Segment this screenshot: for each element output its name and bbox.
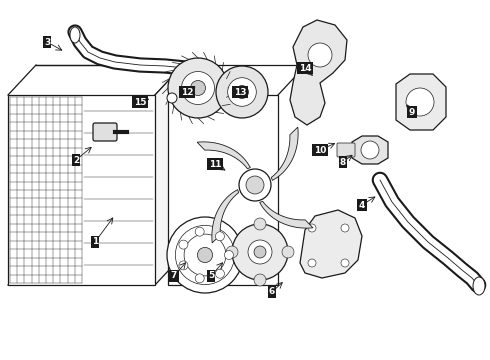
- Circle shape: [341, 259, 349, 267]
- Bar: [168, 95, 278, 285]
- Text: 5: 5: [208, 271, 214, 280]
- Circle shape: [248, 240, 272, 264]
- Polygon shape: [271, 127, 298, 180]
- Circle shape: [184, 234, 226, 276]
- Polygon shape: [212, 190, 239, 243]
- Circle shape: [246, 176, 264, 194]
- Circle shape: [181, 72, 215, 104]
- Circle shape: [167, 93, 177, 103]
- Bar: [8, 95, 155, 285]
- FancyBboxPatch shape: [93, 123, 117, 141]
- Circle shape: [308, 224, 316, 232]
- Text: 12: 12: [181, 87, 193, 96]
- Circle shape: [191, 81, 205, 95]
- Circle shape: [236, 86, 248, 99]
- Circle shape: [216, 269, 224, 278]
- Circle shape: [308, 259, 316, 267]
- Polygon shape: [260, 201, 313, 228]
- Polygon shape: [197, 142, 250, 169]
- Circle shape: [341, 224, 349, 232]
- Circle shape: [175, 225, 235, 285]
- Text: 3: 3: [44, 37, 50, 46]
- Text: 4: 4: [359, 201, 365, 210]
- Text: 7: 7: [171, 271, 177, 280]
- Polygon shape: [300, 210, 362, 278]
- Text: 11: 11: [209, 159, 221, 168]
- Circle shape: [216, 66, 268, 118]
- Circle shape: [282, 246, 294, 258]
- Text: 6: 6: [269, 288, 275, 297]
- Circle shape: [216, 232, 224, 241]
- Text: 8: 8: [340, 158, 346, 166]
- Circle shape: [226, 246, 238, 258]
- Circle shape: [308, 43, 332, 67]
- Circle shape: [232, 224, 288, 280]
- Circle shape: [168, 58, 228, 118]
- Ellipse shape: [473, 277, 485, 295]
- FancyBboxPatch shape: [337, 143, 355, 157]
- Circle shape: [361, 141, 379, 159]
- Text: 10: 10: [314, 145, 326, 154]
- Circle shape: [197, 247, 213, 262]
- Circle shape: [254, 218, 266, 230]
- Polygon shape: [352, 136, 388, 164]
- Text: 15: 15: [134, 98, 146, 107]
- Text: 1: 1: [92, 238, 98, 247]
- Circle shape: [195, 274, 204, 283]
- Circle shape: [228, 78, 256, 106]
- Polygon shape: [396, 74, 446, 130]
- Ellipse shape: [70, 27, 80, 43]
- Circle shape: [179, 240, 188, 249]
- Circle shape: [195, 227, 204, 236]
- Circle shape: [224, 251, 233, 260]
- Circle shape: [254, 274, 266, 286]
- Circle shape: [239, 169, 271, 201]
- Circle shape: [179, 261, 188, 270]
- Circle shape: [254, 246, 266, 258]
- Circle shape: [406, 88, 434, 116]
- Text: 13: 13: [234, 87, 246, 96]
- Circle shape: [167, 217, 243, 293]
- Text: 14: 14: [299, 63, 311, 72]
- Text: 9: 9: [409, 108, 415, 117]
- Text: 2: 2: [73, 156, 79, 165]
- Polygon shape: [155, 65, 183, 285]
- Polygon shape: [290, 20, 347, 125]
